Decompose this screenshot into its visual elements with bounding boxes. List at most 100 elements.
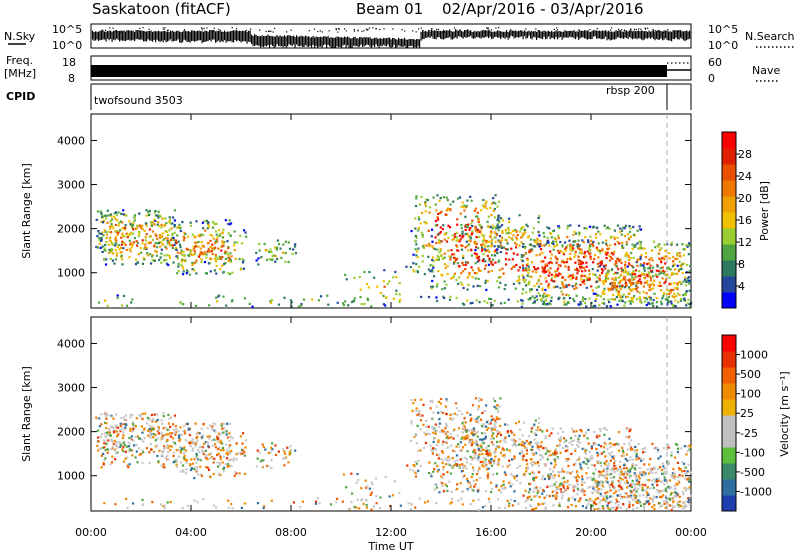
nsky-sample: [282, 36, 284, 48]
rti-cell: [653, 480, 657, 484]
rti-cell: [260, 256, 263, 259]
nsky-sample: [434, 30, 436, 39]
rti-cell: [490, 269, 493, 272]
rti-cell: [497, 463, 500, 466]
rti-cell: [107, 439, 110, 442]
nsky-sample: [168, 31, 170, 41]
rti-cell: [434, 462, 437, 465]
rti-cell: [224, 250, 227, 253]
rti-cell: [601, 292, 604, 295]
rti-cell: [473, 485, 476, 488]
nsky-sample: [653, 30, 655, 40]
nsky-sample: [669, 31, 671, 41]
rti-cell: [173, 231, 176, 234]
rti-cell: [508, 481, 511, 484]
rti-cell: [623, 442, 626, 446]
rti-cell: [453, 256, 456, 260]
rti-cell: [461, 463, 464, 466]
rti-cell: [503, 487, 506, 490]
nsky-sample: [167, 29, 169, 31]
rti-cell: [114, 248, 117, 252]
nsky-sample: [218, 30, 220, 41]
rti-cell: [203, 251, 206, 254]
rti-cell: [477, 448, 481, 452]
rti-cell: [490, 415, 493, 418]
nsky-sample: [368, 27, 371, 29]
rti-cell: [162, 449, 165, 452]
rti-cell: [573, 230, 576, 233]
rti-cell: [158, 224, 161, 228]
rti-cell: [125, 248, 128, 251]
rti-cell: [450, 444, 453, 447]
nsky-sample: [639, 31, 641, 39]
nsky-sample: [674, 30, 676, 40]
rti-cell: [594, 292, 597, 295]
nsky-sample: [184, 29, 186, 31]
rti-cell: [111, 252, 115, 255]
rti-cell: [455, 231, 458, 234]
rti-cell: [101, 245, 104, 248]
rti-cell: [183, 446, 186, 449]
rti-cell: [539, 458, 542, 461]
rti-cell: [221, 245, 224, 248]
rti-cell: [638, 247, 641, 250]
rti-cell: [482, 465, 485, 468]
rti-cell: [619, 493, 622, 496]
rti-cell: [624, 270, 628, 273]
rti-cell: [119, 445, 122, 448]
nsky-sample: [591, 30, 593, 40]
rti-cell: [359, 296, 362, 299]
rti-cell: [564, 278, 567, 282]
rti-cell: [477, 408, 480, 411]
nsky-sample: [342, 37, 344, 46]
rti-cell: [179, 302, 182, 305]
rti-cell: [650, 302, 653, 305]
rti-cell: [166, 254, 169, 257]
rti-cell: [524, 446, 527, 449]
rti-cell: [635, 495, 638, 498]
rti-cell: [242, 449, 245, 452]
rti-cell: [229, 260, 233, 263]
rti-cell: [169, 219, 172, 222]
rti-cell: [167, 458, 170, 461]
rti-cell: [255, 251, 258, 254]
rti-cell: [471, 473, 474, 476]
rti-cell: [663, 483, 666, 486]
rti-cell: [182, 470, 185, 473]
rti-cell: [513, 490, 516, 493]
rti-cell: [621, 295, 624, 298]
rti-cell: [568, 441, 571, 444]
nsky-sample: [375, 28, 377, 30]
rti-cell: [683, 299, 686, 302]
rti-cell: [166, 454, 169, 457]
rti-cell: [542, 296, 545, 299]
rti-cell: [258, 249, 261, 252]
rti-cell: [156, 437, 159, 441]
cpid-program-2: rbsp 200: [606, 84, 655, 97]
rti-cell: [641, 451, 645, 454]
nsky-sample: [159, 31, 161, 43]
nsky-sample: [198, 30, 200, 41]
colorbar-swatch: [722, 180, 736, 197]
rti-cell: [239, 234, 242, 237]
rti-cell: [427, 268, 430, 271]
rti-cell: [676, 243, 679, 246]
rti-cell: [557, 487, 560, 491]
nsky-sample: [530, 31, 532, 39]
rti-cell: [477, 259, 481, 262]
rti-cell: [460, 272, 463, 275]
rti-cell: [612, 253, 615, 256]
rti-cell: [291, 252, 294, 255]
nsky-sample: [272, 36, 274, 46]
rti-cell: [130, 437, 133, 440]
rti-cell: [559, 273, 562, 276]
nsky-sample: [442, 30, 444, 33]
rti-cell: [96, 234, 99, 238]
rti-cell: [460, 244, 463, 247]
rti-cell: [543, 496, 546, 499]
rti-cell: [522, 458, 525, 461]
nsky-sample: [354, 36, 356, 47]
rti-cell: [685, 290, 688, 293]
rti-cell: [145, 209, 148, 212]
nsky-sample: [146, 31, 148, 42]
